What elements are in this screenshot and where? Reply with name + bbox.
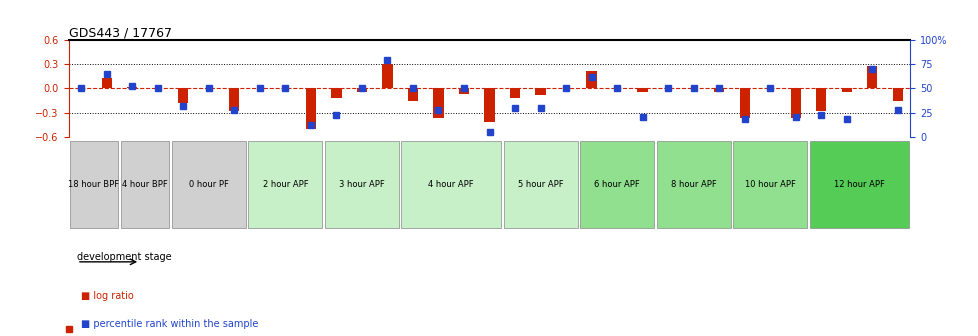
Bar — [841, 88, 851, 92]
Bar — [178, 88, 188, 103]
Text: ■ log ratio: ■ log ratio — [81, 291, 134, 301]
Text: 3 hour APF: 3 hour APF — [338, 180, 384, 189]
Bar — [459, 88, 468, 94]
FancyBboxPatch shape — [401, 141, 501, 228]
Text: 0 hour PF: 0 hour PF — [189, 180, 229, 189]
Bar — [433, 88, 443, 118]
Bar — [356, 88, 367, 92]
Bar — [535, 88, 545, 95]
FancyBboxPatch shape — [733, 141, 806, 228]
FancyBboxPatch shape — [809, 141, 909, 228]
Text: GDS443 / 17767: GDS443 / 17767 — [68, 26, 171, 39]
FancyBboxPatch shape — [580, 141, 653, 228]
Text: 12 hour APF: 12 hour APF — [833, 180, 884, 189]
Bar — [510, 88, 519, 98]
Text: 4 hour APF: 4 hour APF — [428, 180, 473, 189]
FancyBboxPatch shape — [325, 141, 398, 228]
Text: 4 hour BPF: 4 hour BPF — [122, 180, 168, 189]
Bar — [382, 65, 392, 88]
Text: 8 hour APF: 8 hour APF — [670, 180, 716, 189]
Bar — [637, 88, 647, 92]
Bar — [713, 88, 724, 92]
Text: 10 hour APF: 10 hour APF — [744, 180, 795, 189]
Bar — [790, 88, 800, 118]
Bar — [331, 88, 341, 98]
Text: 18 hour BPF: 18 hour BPF — [68, 180, 119, 189]
Text: 2 hour APF: 2 hour APF — [262, 180, 308, 189]
Bar — [408, 88, 418, 100]
Text: 5 hour APF: 5 hour APF — [517, 180, 562, 189]
Bar — [738, 88, 749, 118]
Bar — [867, 66, 876, 88]
FancyBboxPatch shape — [503, 141, 577, 228]
Bar — [102, 78, 111, 88]
FancyBboxPatch shape — [656, 141, 730, 228]
Bar — [484, 88, 494, 122]
Bar — [229, 88, 240, 111]
Bar — [305, 88, 316, 129]
Bar — [127, 87, 137, 88]
Text: 6 hour APF: 6 hour APF — [594, 180, 640, 189]
FancyBboxPatch shape — [172, 141, 245, 228]
FancyBboxPatch shape — [69, 141, 118, 228]
Bar — [586, 71, 596, 88]
Text: ■ percentile rank within the sample: ■ percentile rank within the sample — [81, 320, 258, 330]
Text: development stage: development stage — [77, 252, 171, 262]
Bar — [892, 88, 902, 100]
FancyBboxPatch shape — [120, 141, 169, 228]
Bar — [816, 88, 825, 111]
FancyBboxPatch shape — [248, 141, 322, 228]
